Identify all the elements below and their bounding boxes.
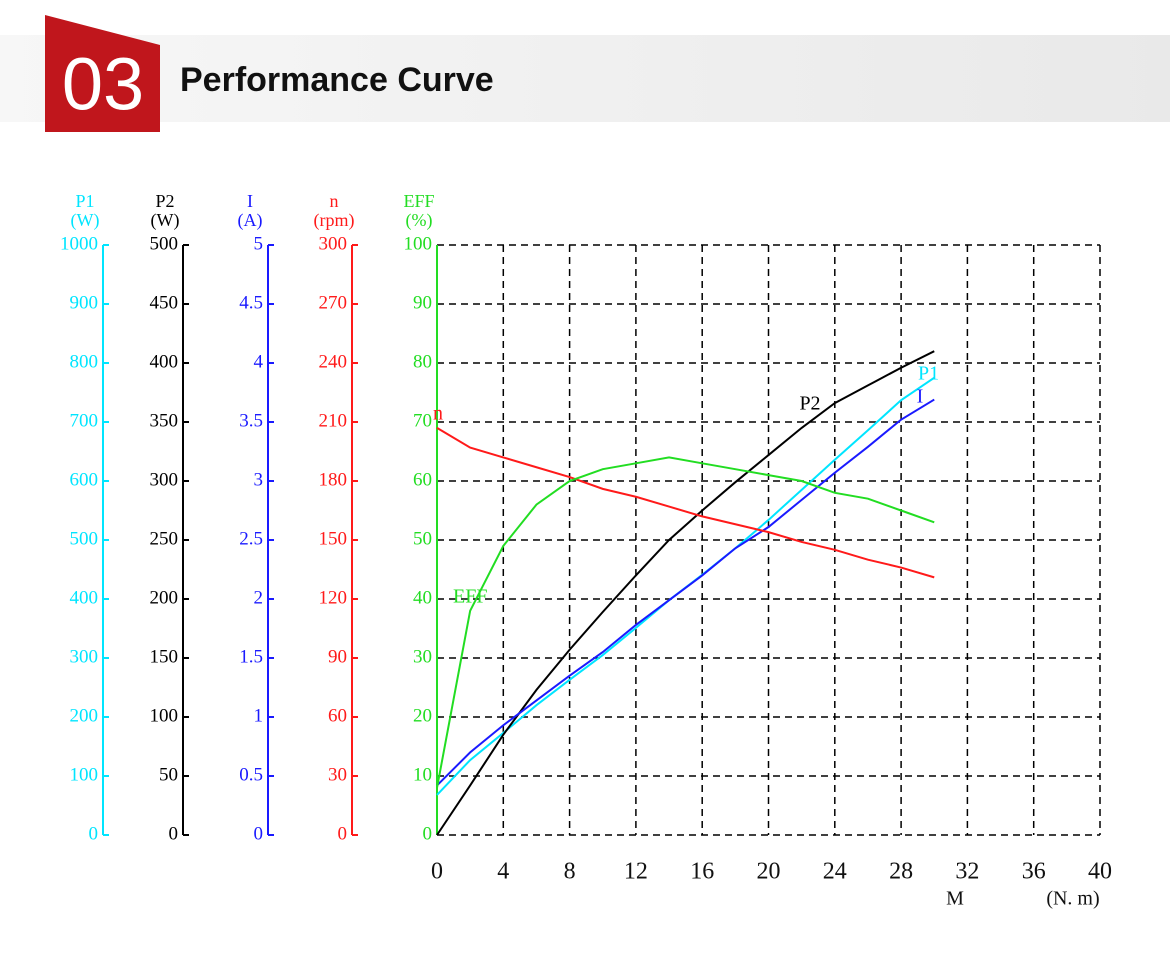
y-tick-label: 40 (413, 587, 432, 608)
y-tick-label: 150 (319, 528, 348, 549)
x-tick-label: 8 (564, 859, 576, 885)
y-tick-label: 900 (70, 292, 99, 313)
header-band (0, 35, 1170, 122)
y-axis-name: EFF (403, 191, 434, 211)
x-tick-label: 32 (955, 859, 979, 885)
y-axis-name: n (330, 191, 339, 211)
y-tick-label: 200 (150, 587, 179, 608)
y-tick-label: 100 (404, 233, 433, 254)
y-tick-label: 4 (254, 351, 264, 372)
y-tick-label: 80 (413, 351, 432, 372)
x-tick-label: 4 (497, 859, 509, 885)
y-tick-label: 1.5 (239, 646, 263, 667)
y-tick-label: 180 (319, 469, 348, 490)
series-label: P2 (799, 393, 820, 415)
x-tick-label: 16 (690, 859, 714, 885)
header-number: 03 (62, 43, 144, 126)
y-tick-label: 4.5 (239, 292, 263, 313)
y-tick-label: 20 (413, 705, 432, 726)
y-tick-label: 400 (70, 587, 99, 608)
y-tick-label: 5 (254, 233, 264, 254)
y-tick-label: 1 (254, 705, 264, 726)
series-label: EFF (453, 586, 487, 608)
y-tick-label: 30 (328, 764, 347, 785)
y-axis-name: I (247, 191, 253, 211)
y-tick-label: 60 (413, 469, 432, 490)
x-tick-label: 24 (823, 859, 847, 885)
y-tick-label: 70 (413, 410, 432, 431)
y-tick-label: 400 (150, 351, 179, 372)
y-tick-label: 2 (254, 587, 264, 608)
header-title: Performance Curve (180, 61, 494, 99)
y-tick-label: 500 (150, 233, 179, 254)
x-axis-unit: (N. m) (1046, 888, 1099, 910)
series-line (436, 398, 935, 787)
y-tick-label: 240 (319, 351, 348, 372)
series-line (436, 376, 935, 796)
y-tick-label: 600 (70, 469, 99, 490)
series-label: I (917, 386, 924, 408)
series-line (436, 350, 935, 836)
y-tick-label: 90 (328, 646, 347, 667)
y-axis-unit: (A) (238, 210, 263, 231)
y-tick-label: 450 (150, 292, 179, 313)
series-label: n (433, 403, 443, 425)
y-tick-label: 0 (423, 823, 433, 844)
y-axis-name: P1 (75, 191, 94, 211)
y-tick-label: 60 (328, 705, 347, 726)
y-tick-label: 90 (413, 292, 432, 313)
y-tick-label: 50 (159, 764, 178, 785)
x-tick-label: 0 (431, 859, 443, 885)
y-tick-label: 300 (319, 233, 348, 254)
y-tick-label: 0.5 (239, 764, 263, 785)
y-tick-label: 2.5 (239, 528, 263, 549)
x-axis-label: M (946, 888, 964, 910)
y-axis-unit: (%) (406, 210, 433, 231)
y-tick-label: 100 (70, 764, 99, 785)
header-badge (45, 15, 160, 132)
y-tick-label: 120 (319, 587, 348, 608)
y-tick-label: 300 (150, 469, 179, 490)
x-tick-label: 36 (1022, 859, 1046, 885)
y-tick-label: 3.5 (239, 410, 263, 431)
y-tick-label: 300 (70, 646, 99, 667)
y-tick-label: 150 (150, 646, 179, 667)
x-tick-label: 40 (1088, 859, 1112, 885)
series-line (436, 456, 935, 788)
x-tick-label: 28 (889, 859, 913, 885)
y-tick-label: 0 (169, 823, 179, 844)
y-tick-label: 270 (319, 292, 348, 313)
y-tick-label: 700 (70, 410, 99, 431)
y-tick-label: 800 (70, 351, 99, 372)
y-tick-label: 50 (413, 528, 432, 549)
x-tick-label: 12 (624, 859, 648, 885)
y-tick-label: 3 (254, 469, 264, 490)
y-axis-unit: (W) (71, 210, 100, 231)
x-tick-label: 20 (757, 859, 781, 885)
series-line (436, 427, 935, 579)
y-tick-label: 100 (150, 705, 179, 726)
y-tick-label: 30 (413, 646, 432, 667)
y-tick-label: 250 (150, 528, 179, 549)
series-label: P1 (918, 363, 939, 385)
y-tick-label: 500 (70, 528, 99, 549)
y-tick-label: 0 (89, 823, 99, 844)
y-axis-name: P2 (155, 191, 174, 211)
y-tick-label: 210 (319, 410, 348, 431)
y-tick-label: 10 (413, 764, 432, 785)
y-axis-unit: (W) (151, 210, 180, 231)
y-tick-label: 200 (70, 705, 99, 726)
y-tick-label: 1000 (60, 233, 98, 254)
y-tick-label: 0 (338, 823, 348, 844)
y-axis-unit: (rpm) (314, 210, 355, 231)
y-tick-label: 350 (150, 410, 179, 431)
y-tick-label: 0 (254, 823, 264, 844)
